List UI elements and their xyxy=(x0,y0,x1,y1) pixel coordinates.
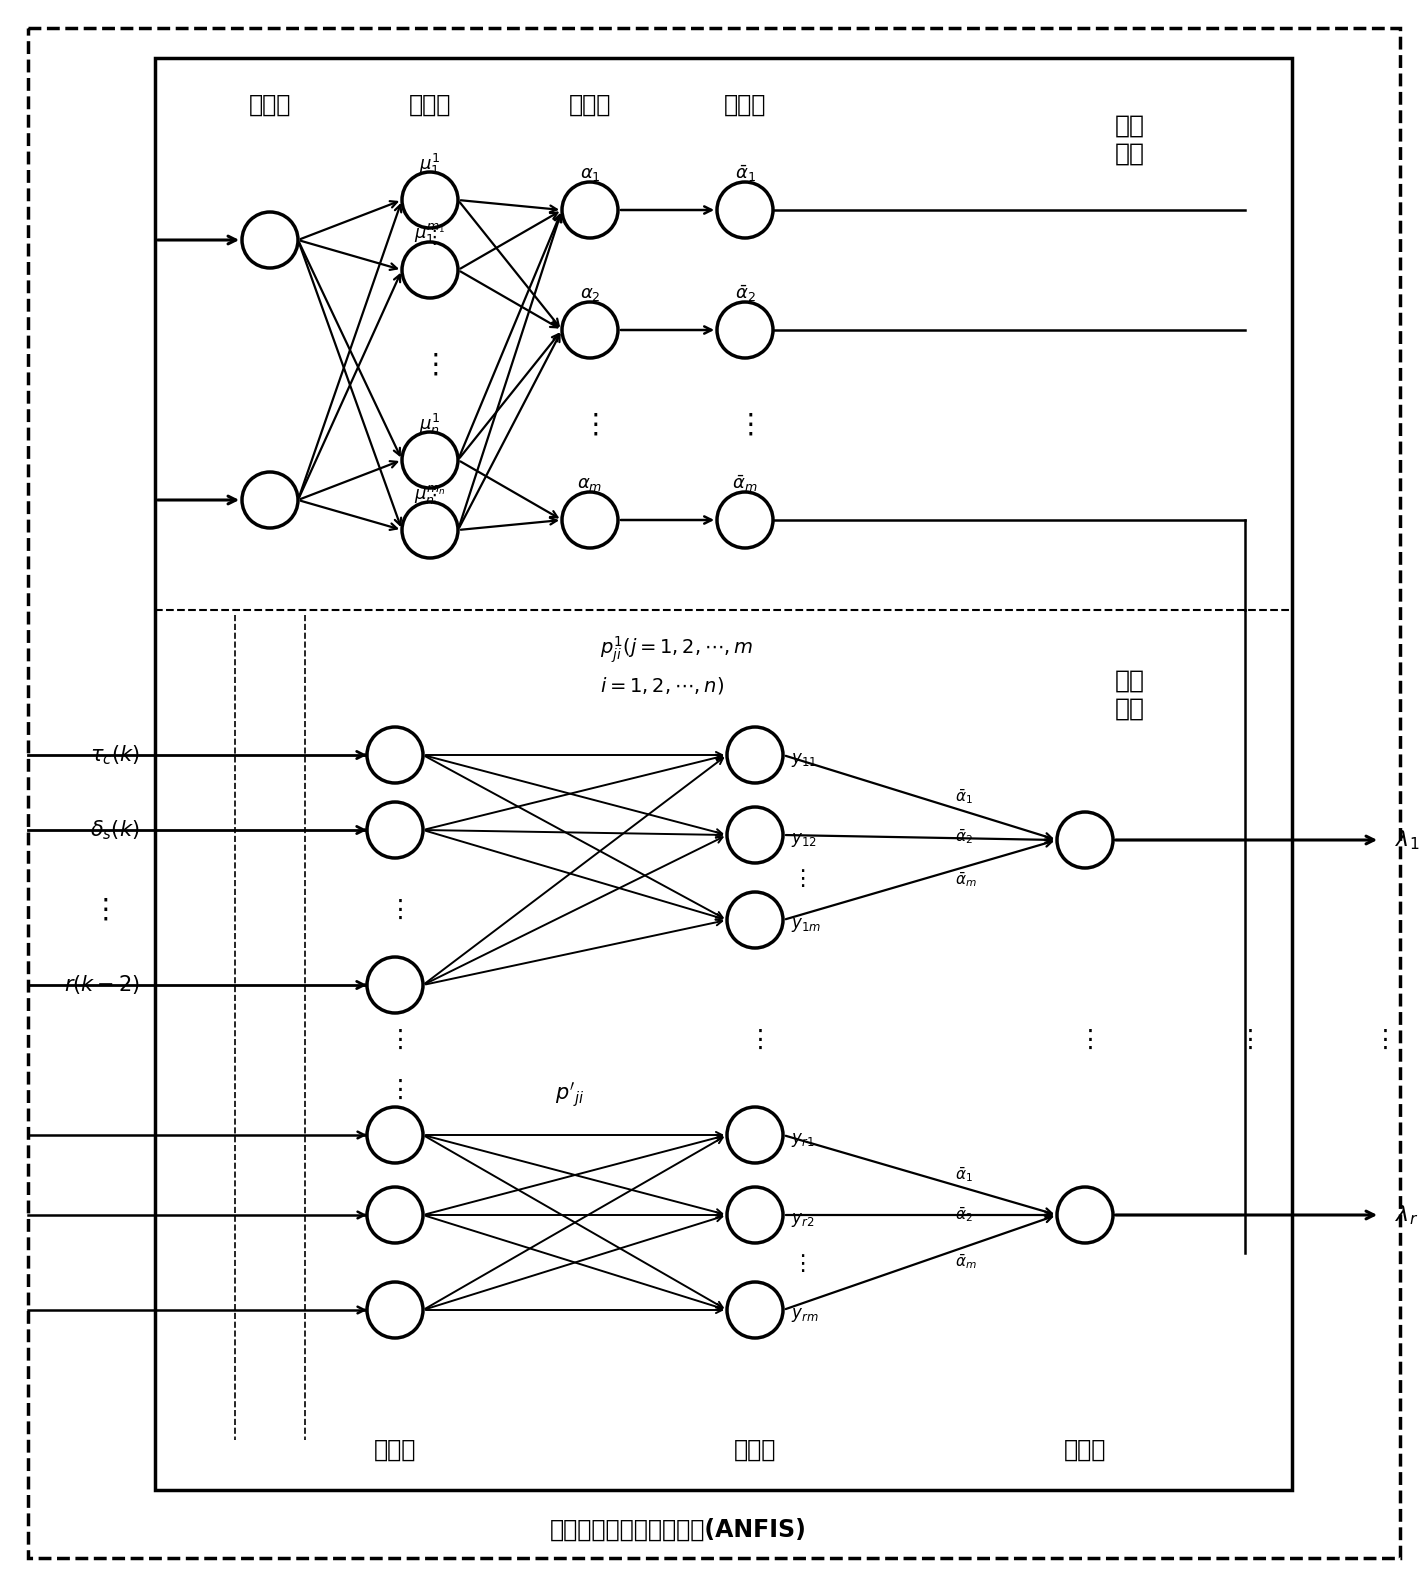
FancyBboxPatch shape xyxy=(156,57,1292,1489)
Text: $\bar{\alpha}_2$: $\bar{\alpha}_2$ xyxy=(734,284,755,304)
Circle shape xyxy=(717,492,773,548)
Circle shape xyxy=(367,1187,423,1243)
Text: $y_{rm}$: $y_{rm}$ xyxy=(791,1306,818,1324)
Circle shape xyxy=(727,892,783,948)
Text: $\vdots$: $\vdots$ xyxy=(91,895,109,924)
Text: $\vdots$: $\vdots$ xyxy=(791,1252,805,1274)
Circle shape xyxy=(563,303,618,358)
Circle shape xyxy=(727,808,783,863)
Text: $\vdots$: $\vdots$ xyxy=(747,1027,763,1051)
Text: $y_{11}$: $y_{11}$ xyxy=(791,750,817,769)
Text: $y_{r1}$: $y_{r1}$ xyxy=(791,1131,814,1149)
Text: $p_{ji}^1( j=1,2,\cdots,m$: $p_{ji}^1( j=1,2,\cdots,m$ xyxy=(600,634,754,666)
Circle shape xyxy=(241,212,298,268)
Text: $\vdots$: $\vdots$ xyxy=(424,226,437,247)
Text: $\bar{\alpha}_2$: $\bar{\alpha}_2$ xyxy=(955,828,972,846)
Circle shape xyxy=(563,182,618,237)
Text: 第三层: 第三层 xyxy=(1064,1438,1107,1462)
Text: $\lambda_r$: $\lambda_r$ xyxy=(1395,1203,1418,1227)
Text: $\mu_1^1$: $\mu_1^1$ xyxy=(420,151,441,177)
Circle shape xyxy=(403,502,458,558)
Circle shape xyxy=(727,1107,783,1163)
Text: $\vdots$: $\vdots$ xyxy=(387,1078,403,1102)
Circle shape xyxy=(367,726,423,784)
Circle shape xyxy=(403,432,458,487)
Text: 第三层: 第三层 xyxy=(568,92,611,116)
Text: $i=1,2,\cdots,n)$: $i=1,2,\cdots,n)$ xyxy=(600,674,724,696)
Text: 前件
网络: 前件 网络 xyxy=(1115,115,1145,166)
Text: $\vdots$: $\vdots$ xyxy=(387,898,403,922)
Text: 第四层: 第四层 xyxy=(724,92,767,116)
Circle shape xyxy=(563,492,618,548)
Text: $\bar{\alpha}_m$: $\bar{\alpha}_m$ xyxy=(955,871,977,889)
Circle shape xyxy=(717,303,773,358)
Text: 第一层: 第一层 xyxy=(248,92,291,116)
Text: 第二层: 第二层 xyxy=(734,1438,777,1462)
Text: $\delta_s(k)$: $\delta_s(k)$ xyxy=(90,819,140,841)
Text: $\mu_1^{m_1}$: $\mu_1^{m_1}$ xyxy=(414,221,446,247)
Circle shape xyxy=(1057,812,1112,868)
Text: 第一层: 第一层 xyxy=(374,1438,416,1462)
Text: $\vdots$: $\vdots$ xyxy=(421,350,438,379)
Circle shape xyxy=(367,1282,423,1338)
Text: $\alpha_2$: $\alpha_2$ xyxy=(580,285,600,303)
Text: $p'_{ji}$: $p'_{ji}$ xyxy=(555,1080,584,1109)
Text: $\bar{\alpha}_1$: $\bar{\alpha}_1$ xyxy=(734,164,755,185)
Text: $\bar{\alpha}_m$: $\bar{\alpha}_m$ xyxy=(733,473,758,494)
Text: $\vdots$: $\vdots$ xyxy=(424,484,437,505)
Text: $\tau_c(k)$: $\tau_c(k)$ xyxy=(90,744,140,766)
Text: 自适应神经模糊推理系统(ANFIS): 自适应神经模糊推理系统(ANFIS) xyxy=(550,1518,807,1542)
Text: $\vdots$: $\vdots$ xyxy=(581,411,598,440)
FancyBboxPatch shape xyxy=(29,29,1399,1558)
Circle shape xyxy=(727,1187,783,1243)
Text: $\bar{\alpha}_2$: $\bar{\alpha}_2$ xyxy=(955,1206,972,1225)
Text: $\mu_n^{m_n}$: $\mu_n^{m_n}$ xyxy=(414,483,446,505)
Circle shape xyxy=(367,801,423,859)
Circle shape xyxy=(403,172,458,228)
Text: 后件
网络: 后件 网络 xyxy=(1115,669,1145,722)
Circle shape xyxy=(727,1282,783,1338)
Text: $\bar{\alpha}_1$: $\bar{\alpha}_1$ xyxy=(955,787,972,806)
Text: $\vdots$: $\vdots$ xyxy=(1077,1027,1092,1051)
Circle shape xyxy=(367,957,423,1013)
Circle shape xyxy=(403,242,458,298)
Text: $\vdots$: $\vdots$ xyxy=(387,1027,403,1051)
Text: $\alpha_m$: $\alpha_m$ xyxy=(577,475,603,492)
Text: $y_{1m}$: $y_{1m}$ xyxy=(791,916,821,933)
Circle shape xyxy=(1057,1187,1112,1243)
Circle shape xyxy=(717,182,773,237)
Text: $\vdots$: $\vdots$ xyxy=(1372,1027,1388,1051)
Text: $\mu_n^1$: $\mu_n^1$ xyxy=(420,411,441,436)
Text: $y_{12}$: $y_{12}$ xyxy=(791,832,817,849)
Text: 第二层: 第二层 xyxy=(408,92,451,116)
Text: $\vdots$: $\vdots$ xyxy=(1237,1027,1252,1051)
Circle shape xyxy=(241,472,298,527)
Circle shape xyxy=(727,726,783,784)
Text: $\bar{\alpha}_m$: $\bar{\alpha}_m$ xyxy=(955,1252,977,1271)
Text: $\bar{\alpha}_1$: $\bar{\alpha}_1$ xyxy=(955,1166,972,1185)
Text: $\vdots$: $\vdots$ xyxy=(737,411,754,440)
Circle shape xyxy=(367,1107,423,1163)
Text: $\lambda_1$: $\lambda_1$ xyxy=(1395,828,1419,852)
Text: $y_{r2}$: $y_{r2}$ xyxy=(791,1211,814,1230)
Text: $r(k-2)$: $r(k-2)$ xyxy=(64,973,140,997)
Text: $\alpha_1$: $\alpha_1$ xyxy=(580,166,600,183)
Text: $\vdots$: $\vdots$ xyxy=(791,867,805,889)
